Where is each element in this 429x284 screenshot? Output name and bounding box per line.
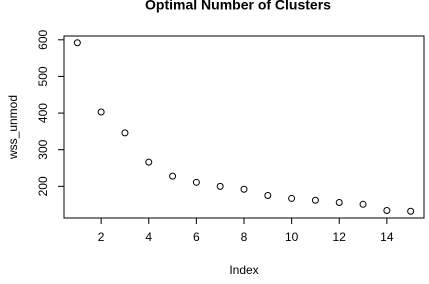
point [335, 198, 343, 206]
point [192, 178, 200, 186]
y-tick-label: 400 [36, 103, 50, 123]
x-axis-label: Index [229, 263, 258, 277]
point [216, 182, 224, 190]
y-axis-label: wss_unmod [6, 95, 20, 160]
x-tick-label: 4 [145, 230, 152, 244]
y-tick-label: 500 [36, 66, 50, 86]
point [359, 200, 367, 208]
plot-frame [63, 35, 425, 219]
x-tick-label: 8 [241, 230, 248, 244]
chart-title: Optimal Number of Clusters [145, 0, 331, 13]
point [73, 39, 81, 47]
y-tick-label: 300 [36, 139, 50, 159]
point [264, 192, 272, 200]
x-tick-label: 10 [285, 230, 299, 244]
point [407, 207, 415, 215]
x-tick-label: 2 [98, 230, 105, 244]
point [240, 185, 248, 193]
point [169, 172, 177, 180]
point [97, 108, 105, 116]
y-tick-label: 200 [36, 176, 50, 196]
point [145, 158, 153, 166]
y-tick-label: 600 [36, 29, 50, 49]
x-tick-label: 12 [333, 230, 347, 244]
point [311, 196, 319, 204]
point [121, 129, 129, 137]
point [383, 207, 391, 215]
x-tick-label: 14 [380, 230, 394, 244]
x-tick-label: 6 [193, 230, 200, 244]
point [288, 194, 296, 202]
